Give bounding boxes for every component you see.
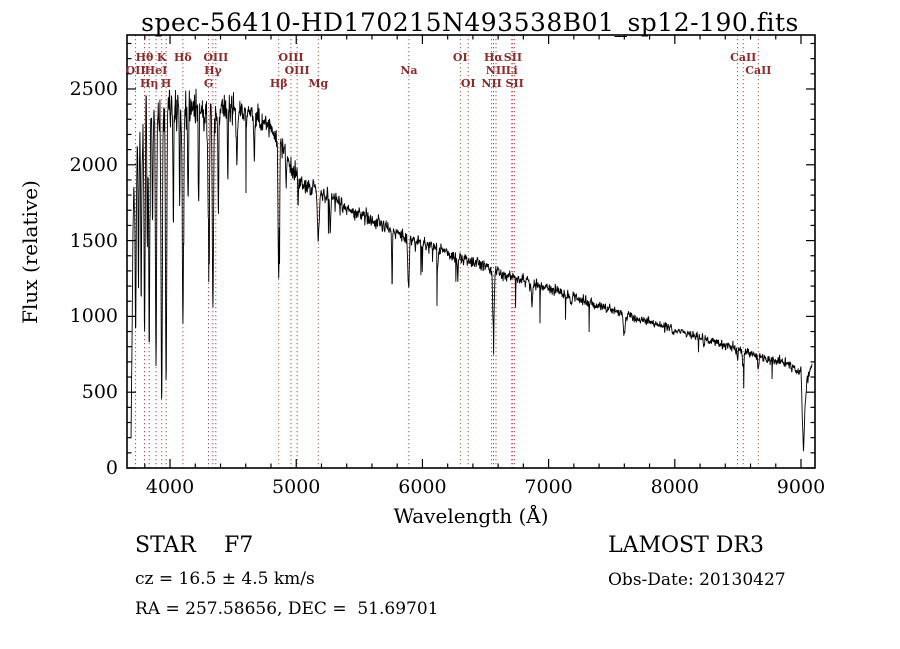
spectral-line-label: CaII [745, 64, 772, 77]
spectral-line-label: NII [485, 64, 507, 77]
spectral-line-label: G [203, 77, 214, 90]
spectral-line-label: Li [505, 64, 518, 77]
obs-date-label: Obs-Date: 20130427 [608, 570, 786, 590]
y-tick-label: 1000 [69, 305, 118, 328]
spectral-line-label: H [160, 77, 172, 90]
radial-velocity-label: cz = 16.5 ± 4.5 km/s [135, 569, 315, 589]
survey-release-label: LAMOST DR3 [608, 533, 764, 558]
spectral-line-label: K [156, 51, 167, 64]
plot-title: spec-56410-HD170215N493538B01_sp12-190.f… [141, 8, 799, 37]
spectral-line-label: NII [481, 77, 502, 90]
spectral-line-label: Mg [308, 77, 329, 90]
plot-frame [126, 34, 816, 469]
spectral-line-label: Hγ [204, 64, 222, 77]
y-tick-label: 2500 [69, 77, 118, 100]
y-tick-label: 2000 [69, 153, 118, 176]
x-tick-label: 8000 [650, 476, 699, 498]
spectral-line-label: Hη [140, 77, 159, 90]
spectral-line-label: OII [125, 64, 146, 77]
object-class-label: STAR F7 [135, 533, 254, 558]
x-tick-label: 7000 [524, 476, 573, 498]
x-tick-label: 5000 [272, 476, 321, 498]
spectral-line-label: OI [460, 77, 476, 90]
ra-dec-label: RA = 257.58656, DEC = 51.69701 [135, 599, 439, 619]
spectral-line-label: CaII [730, 51, 757, 64]
spectral-line-label: HeI [144, 64, 168, 77]
spectral-line-label: Hβ [269, 77, 288, 90]
spectral-line-label: OIII [203, 51, 229, 64]
spectral-line-label: OIII [284, 64, 310, 77]
y-tick-label: 0 [105, 457, 118, 479]
spectral-line-label: Hα [484, 51, 503, 64]
spectral-line-label: Hδ [174, 51, 192, 64]
spectrum-line [130, 88, 813, 452]
spectral-line-label: OI [452, 51, 468, 64]
spectral-line-label: OIII [278, 51, 304, 64]
spectral-line-label: SII [503, 51, 523, 64]
y-tick-label: 500 [81, 381, 118, 404]
x-tick-label: 9000 [776, 476, 826, 498]
x-tick-label: 6000 [398, 476, 447, 498]
spectral-line-label: Na [400, 64, 418, 77]
spectral-line-label: SII [505, 77, 524, 90]
x-tick-label: 4000 [145, 476, 195, 498]
spectral-line-label: Hθ [135, 51, 154, 64]
y-tick-label: 1500 [69, 229, 118, 252]
x-axis-title: Wavelength (Å) [393, 504, 549, 528]
